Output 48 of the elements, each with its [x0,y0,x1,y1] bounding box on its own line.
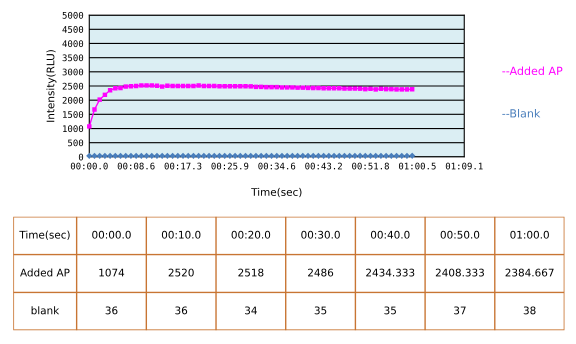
text: 34 [245,306,257,314]
x-tick-label: 00:34.6 [258,162,296,170]
text: 35 [384,306,396,314]
x-tick-label: 00:00.0 [70,162,108,170]
text: --Added AP [502,66,562,76]
text: 00:40.0 [370,230,410,239]
y-tick-label: 5000 [62,12,84,19]
y-axis-title: Intensity(RLU) [46,50,56,122]
text: 36 [175,306,188,314]
text: 1074 [99,268,124,276]
text: 2518 [238,268,264,276]
text: 2384.667 [506,268,554,276]
text: 37 [454,306,466,314]
text: --Blank [502,108,540,118]
y-tick-label: 3500 [62,54,84,62]
text: 00:10.0 [162,230,200,239]
text: 2408.333 [436,268,484,276]
text: 00:50.0 [440,230,480,239]
x-tick-label: 01:09.1 [446,162,483,170]
x-tick-label: 00:25.9 [211,162,248,170]
text: 00:00.0 [92,230,131,239]
y-tick-label: 4500 [62,26,84,33]
x-tick-label: 00:17.3 [164,162,202,170]
y-tick-label: 2500 [62,82,84,90]
y-tick-label: 1000 [63,125,84,132]
y-tick-label: 4000 [62,40,84,48]
text: Added AP [20,268,70,276]
y-tick-label: 2000 [62,96,84,104]
x-axis-title: Time(sec) [251,188,302,198]
x-tick-label: 00:43.2 [305,162,342,170]
y-tick-label: 500 [68,139,84,146]
x-tick-label: 00:51.8 [352,162,389,170]
text: 38 [524,306,536,314]
text: 2434.333 [366,268,414,276]
text: 36 [106,306,118,314]
text: 2520 [168,268,194,276]
text: blank [32,306,60,314]
text: 00:20.0 [232,230,270,239]
y-tick-label: 3000 [62,68,84,76]
x-tick-label: 01:00.5 [398,162,436,170]
text: 00:30.0 [301,230,340,239]
text: Time(sec) [19,230,70,240]
text: 35 [314,306,326,314]
text: 01:00.0 [510,230,549,239]
text: 2486 [308,268,334,276]
y-tick-label: 0 [78,154,84,160]
y-tick-label: 1500 [63,111,84,118]
x-tick-label: 00:08.6 [118,162,155,170]
